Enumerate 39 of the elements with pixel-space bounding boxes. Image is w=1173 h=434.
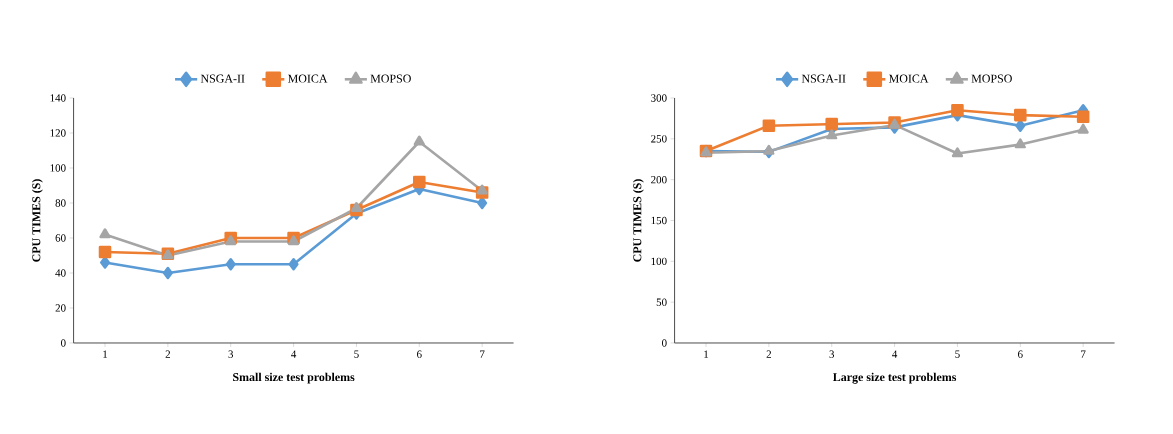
y-tick-label: 140: [50, 94, 66, 102]
y-tick-label: 40: [55, 269, 66, 277]
y-tick-label: 50: [656, 298, 667, 306]
legend-label: MOICA: [889, 74, 929, 83]
x-tick-label: 2: [766, 350, 771, 358]
y-tick-label: 100: [50, 164, 66, 172]
y-tick-label: 200: [651, 175, 667, 184]
x-tick-label: 7: [1081, 350, 1086, 358]
x-tick-label: 7: [480, 350, 485, 358]
y-tick-label: 20: [55, 304, 66, 312]
x-axis-title: Small size test problems: [233, 372, 355, 384]
y-tick-label: 120: [50, 129, 66, 137]
y-tick-label: 0: [662, 339, 667, 347]
x-tick-label: 6: [1018, 350, 1023, 358]
legend-label: MOPSO: [971, 74, 1012, 83]
x-tick-label: 3: [829, 350, 835, 358]
x-tick-label: 4: [892, 350, 898, 358]
y-axis-title: CPU TIMES (S): [632, 179, 644, 262]
legend-label: MOPSO: [370, 74, 411, 83]
y-tick-label: 100: [651, 257, 667, 266]
x-tick-label: 3: [228, 350, 234, 358]
x-tick-label: 5: [955, 350, 960, 358]
legend-label: NSGA-II: [200, 74, 245, 83]
x-tick-label: 2: [165, 350, 170, 358]
y-tick-label: 150: [651, 216, 667, 225]
y-tick-label: 300: [651, 94, 667, 102]
x-tick-label: 4: [291, 350, 297, 358]
x-tick-label: 1: [103, 350, 108, 358]
x-tick-label: 6: [417, 350, 422, 358]
x-axis-title: Large size test problems: [832, 372, 957, 384]
y-axis-title: CPU TIMES (S): [31, 179, 43, 262]
y-tick-label: 80: [55, 199, 66, 207]
y-tick-label: 60: [55, 234, 66, 242]
x-tick-label: 1: [704, 350, 709, 358]
legend-label: NSGA-II: [801, 74, 846, 83]
y-tick-label: 250: [651, 135, 667, 143]
x-tick-label: 5: [354, 350, 359, 358]
y-tick-label: 0: [61, 339, 66, 347]
legend-label: MOICA: [288, 74, 328, 83]
